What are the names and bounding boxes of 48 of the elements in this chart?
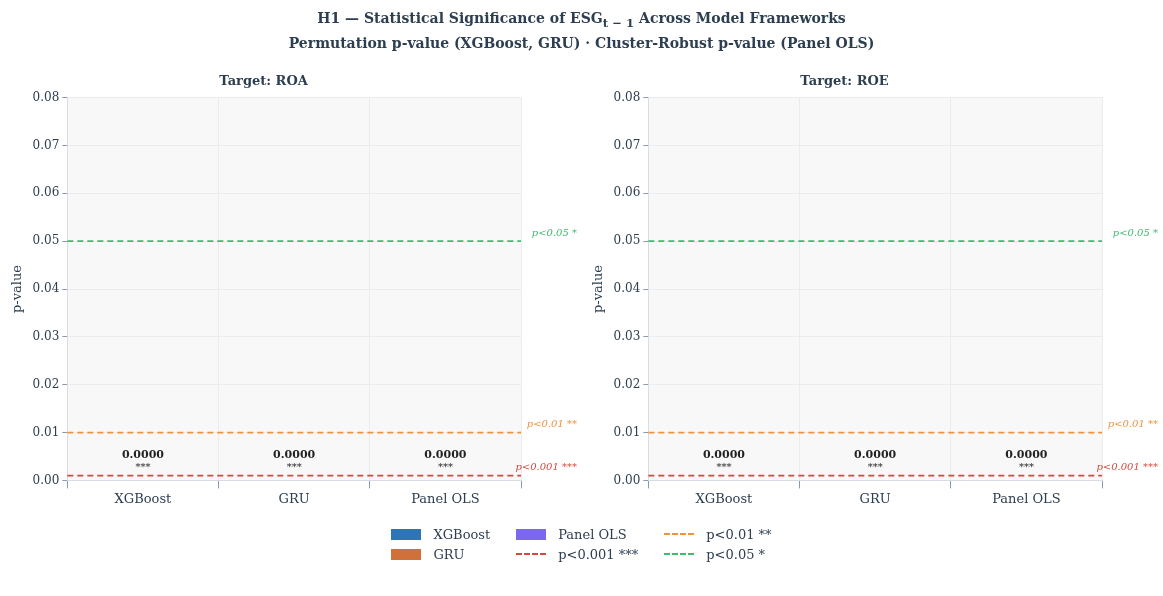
- y-tick-label: 0.07: [613, 137, 641, 152]
- category-label: GRU: [433, 546, 465, 562]
- x-tick-label: GRU: [278, 490, 310, 506]
- legend-label: p<0.05 *: [706, 546, 766, 562]
- y-tick-label: 0.00: [32, 472, 60, 487]
- y-tick-label: 0.02: [613, 376, 641, 391]
- y-tick-label: 0.08: [32, 89, 60, 104]
- chart-title: Target: ROA: [219, 73, 309, 89]
- data-label: 0.0000 ***: [1005, 447, 1048, 472]
- x-tick-label: XGBoost: [114, 490, 173, 506]
- data-label: 0.0000 ***: [702, 447, 746, 472]
- data-label: 0.0000 ***: [121, 447, 165, 472]
- text: H1 — Statistical Significance of ESG$_{t − 1}$ Across Model Frameworks: [316, 9, 847, 32]
- category-label: Panel OLS: [558, 526, 627, 542]
- chart-title: Target: ROE: [800, 73, 889, 89]
- y-tick-label: 0.01: [32, 424, 60, 439]
- y-tick-label: 0.05: [613, 233, 641, 248]
- text: p<0.001 ***: [515, 461, 577, 473]
- legend-label: p<0.01 **: [706, 526, 772, 542]
- x-tick-label: Panel OLS: [411, 490, 480, 506]
- data-label: 0.0000 ***: [854, 447, 897, 472]
- y-tick-label: 0.06: [32, 185, 60, 200]
- ref-line-label: p<0.01 **: [1107, 418, 1158, 430]
- x-tick-label: XGBoost: [695, 490, 754, 506]
- y-tick-label: 0.07: [32, 137, 60, 152]
- y-axis-title: p-value: [9, 264, 25, 314]
- y-tick-label: 0.06: [613, 185, 641, 200]
- data-label: 0.0000 ***: [273, 447, 316, 472]
- data-label: 0.0000 ***: [424, 447, 467, 472]
- y-tick-label: 0.05: [32, 233, 60, 248]
- ref-line-label: p<0.001 ***: [1096, 461, 1158, 473]
- y-tick-label: 0.00: [613, 472, 641, 487]
- text: p<0.05 *: [531, 226, 577, 238]
- y-tick-label: 0.03: [32, 328, 60, 343]
- y-tick-label: 0.04: [613, 281, 641, 296]
- ref-line-label: p<0.05 *: [1112, 226, 1158, 238]
- y-tick-label: 0.04: [32, 281, 60, 296]
- y-tick-label: 0.01: [613, 424, 641, 439]
- text: p<0.01 **: [526, 418, 577, 430]
- y-tick-label: 0.08: [613, 89, 641, 104]
- x-tick-label: Panel OLS: [992, 490, 1061, 506]
- text: Permutation p-value (XGBoost, GRU) · Cluster-Robust p-value (Panel OLS): [287, 33, 876, 53]
- y-tick-label: 0.03: [613, 328, 641, 343]
- y-tick-label: 0.02: [32, 376, 60, 391]
- legend-label: p<0.001 ***: [558, 546, 639, 562]
- category-label: XGBoost: [433, 526, 491, 542]
- x-tick-label: GRU: [859, 490, 891, 506]
- y-axis-title: p-value: [590, 264, 606, 314]
